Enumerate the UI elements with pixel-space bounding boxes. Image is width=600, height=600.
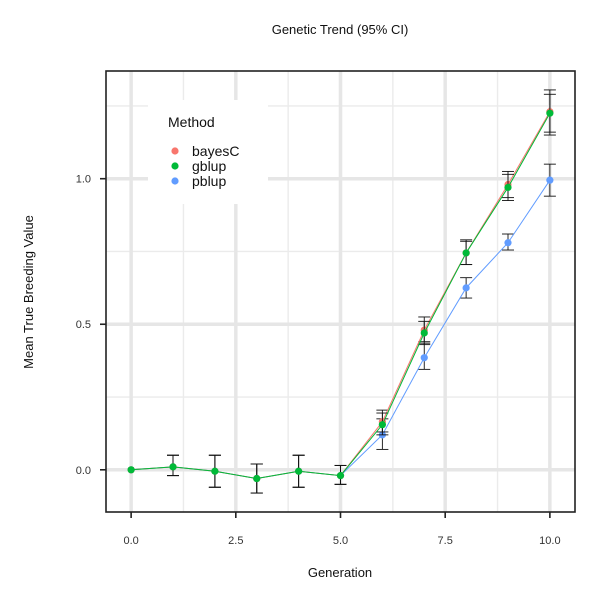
legend-key-gblup [171, 162, 179, 170]
x-tick-label: 10.0 [539, 535, 560, 547]
point-pblup [546, 176, 554, 184]
legend-key-bayesC [171, 147, 179, 155]
point-gblup [169, 463, 177, 471]
legend-key-pblup [171, 177, 179, 185]
y-tick-label: 1.0 [76, 174, 91, 186]
point-gblup [127, 466, 135, 474]
legend-label-bayesC: bayesC [192, 143, 239, 159]
series-layer [127, 89, 556, 494]
chart-title: Genetic Trend (95% CI) [272, 22, 409, 37]
point-gblup [253, 474, 261, 483]
axis-ticks: 0.0 2.5 5.0 7.5 10.0 0.0 0.5 1.0 [76, 174, 561, 547]
point-gblup [462, 249, 470, 257]
x-tick-label: 7.5 [438, 535, 453, 547]
legend-box [148, 100, 268, 204]
point-gblup [211, 467, 219, 475]
series-gblup [127, 93, 556, 494]
x-tick-label: 0.0 [123, 535, 138, 547]
legend-label-gblup: gblup [192, 158, 226, 174]
x-tick-label: 5.0 [333, 535, 348, 547]
y-axis-title: Mean True Breeding Value [21, 215, 36, 369]
point-pblup [462, 284, 470, 292]
x-tick-label: 2.5 [228, 535, 243, 547]
point-gblup [295, 467, 303, 475]
point-gblup [546, 109, 554, 117]
point-gblup [336, 472, 345, 480]
point-gblup [504, 183, 512, 192]
y-tick-label: 0.0 [76, 465, 91, 477]
y-tick-label: 0.5 [76, 319, 91, 331]
legend-title: Method [168, 114, 215, 130]
point-gblup [420, 329, 428, 337]
point-pblup [420, 354, 428, 362]
point-pblup [504, 239, 512, 247]
point-gblup [378, 421, 386, 429]
x-axis-title: Generation [308, 565, 372, 580]
legend-label-pblup: pblup [192, 173, 226, 189]
